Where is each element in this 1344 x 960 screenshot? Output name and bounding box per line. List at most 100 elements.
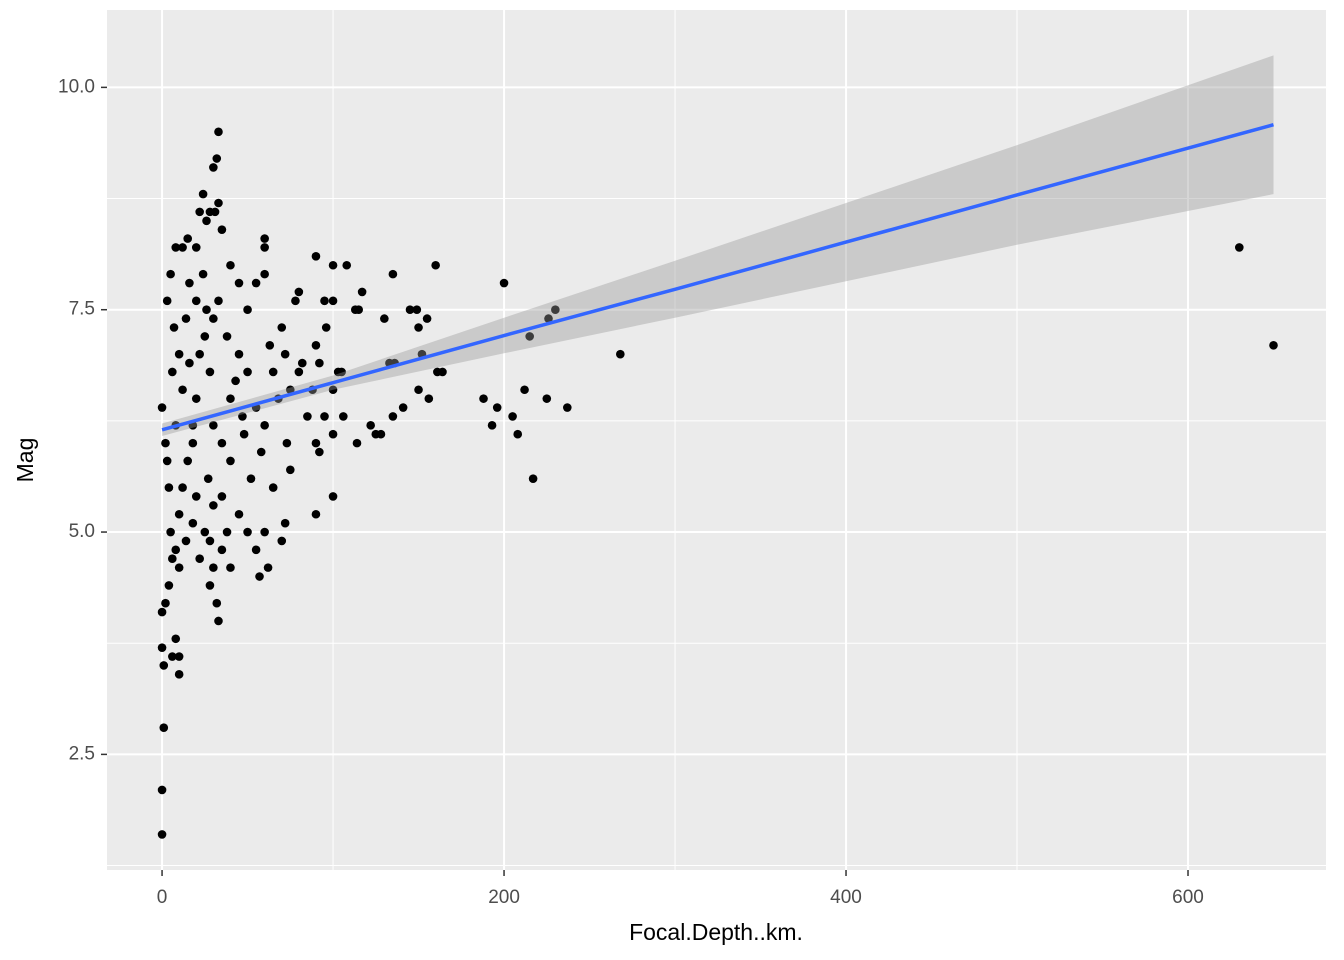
- point: [357, 287, 367, 297]
- point: [513, 429, 523, 439]
- point: [157, 643, 167, 652]
- confidence-band: [162, 55, 1274, 436]
- point: [183, 456, 193, 466]
- point: [178, 483, 187, 492]
- point: [311, 252, 321, 261]
- x-tick-label: 200: [488, 887, 520, 908]
- point: [1235, 243, 1244, 252]
- point: [277, 536, 287, 546]
- point: [212, 598, 222, 608]
- point: [405, 305, 415, 315]
- point: [205, 536, 215, 546]
- point: [162, 456, 172, 466]
- x-axis-title: Focal.Depth..km.: [629, 919, 803, 945]
- point: [209, 501, 218, 510]
- point: [191, 296, 201, 306]
- point: [200, 527, 210, 537]
- point: [499, 278, 509, 288]
- panel: [107, 10, 1326, 870]
- x-tick-label: 400: [830, 887, 862, 908]
- point: [328, 429, 338, 439]
- point: [191, 394, 201, 403]
- point: [226, 260, 235, 270]
- point: [226, 394, 235, 403]
- point: [311, 509, 321, 519]
- point: [291, 296, 300, 306]
- point: [311, 340, 321, 350]
- point: [203, 474, 213, 483]
- point: [181, 536, 191, 546]
- plot-layer: [107, 10, 1326, 870]
- point: [214, 198, 223, 208]
- point: [157, 403, 167, 412]
- point: [178, 243, 187, 252]
- point: [209, 421, 218, 430]
- point: [195, 207, 204, 217]
- point: [171, 634, 181, 644]
- point: [191, 492, 201, 501]
- point: [174, 509, 184, 519]
- point: [256, 447, 266, 457]
- point: [202, 305, 211, 315]
- trend-line: [161, 123, 1274, 432]
- point: [563, 403, 572, 412]
- y-tick-label: 5.0: [69, 521, 95, 542]
- point: [265, 340, 275, 350]
- point: [159, 723, 169, 733]
- point: [191, 243, 201, 252]
- point: [169, 323, 179, 332]
- point: [616, 349, 625, 359]
- x-tick-label: 0: [157, 887, 168, 908]
- point: [222, 332, 232, 341]
- point: [217, 438, 227, 448]
- point: [320, 296, 329, 306]
- point: [164, 581, 174, 590]
- point: [234, 278, 244, 288]
- point: [157, 830, 167, 839]
- point: [297, 358, 307, 368]
- point: [188, 518, 198, 528]
- point: [226, 456, 235, 466]
- point: [388, 269, 398, 279]
- point: [205, 207, 215, 217]
- point: [520, 385, 529, 395]
- point: [414, 385, 423, 395]
- point: [234, 349, 244, 359]
- point: [171, 243, 181, 252]
- point: [214, 127, 223, 137]
- point: [234, 509, 244, 519]
- point: [438, 367, 447, 377]
- point: [239, 429, 249, 439]
- point: [217, 492, 227, 501]
- y-axis-title: Mag: [12, 438, 38, 483]
- point: [205, 581, 215, 590]
- point: [268, 367, 278, 377]
- point: [328, 296, 338, 306]
- point: [159, 661, 169, 670]
- point: [185, 358, 194, 368]
- point: [171, 545, 181, 555]
- point: [168, 554, 177, 564]
- point: [320, 412, 329, 421]
- point: [282, 438, 292, 448]
- point: [380, 314, 389, 323]
- point: [202, 216, 211, 226]
- point: [231, 376, 240, 386]
- point: [166, 527, 175, 537]
- point: [174, 670, 184, 679]
- point: [280, 518, 290, 528]
- point: [508, 412, 517, 421]
- y-tick-label: 10.0: [58, 76, 95, 97]
- point: [222, 527, 232, 537]
- point: [255, 572, 264, 581]
- point: [424, 394, 434, 403]
- point: [200, 332, 210, 341]
- point: [286, 465, 295, 475]
- point: [280, 349, 290, 359]
- point: [321, 323, 331, 332]
- point: [168, 652, 177, 661]
- x-tick-label: 600: [1172, 887, 1204, 908]
- point: [366, 421, 375, 430]
- point: [214, 616, 223, 626]
- y-tick-label: 2.5: [69, 743, 95, 764]
